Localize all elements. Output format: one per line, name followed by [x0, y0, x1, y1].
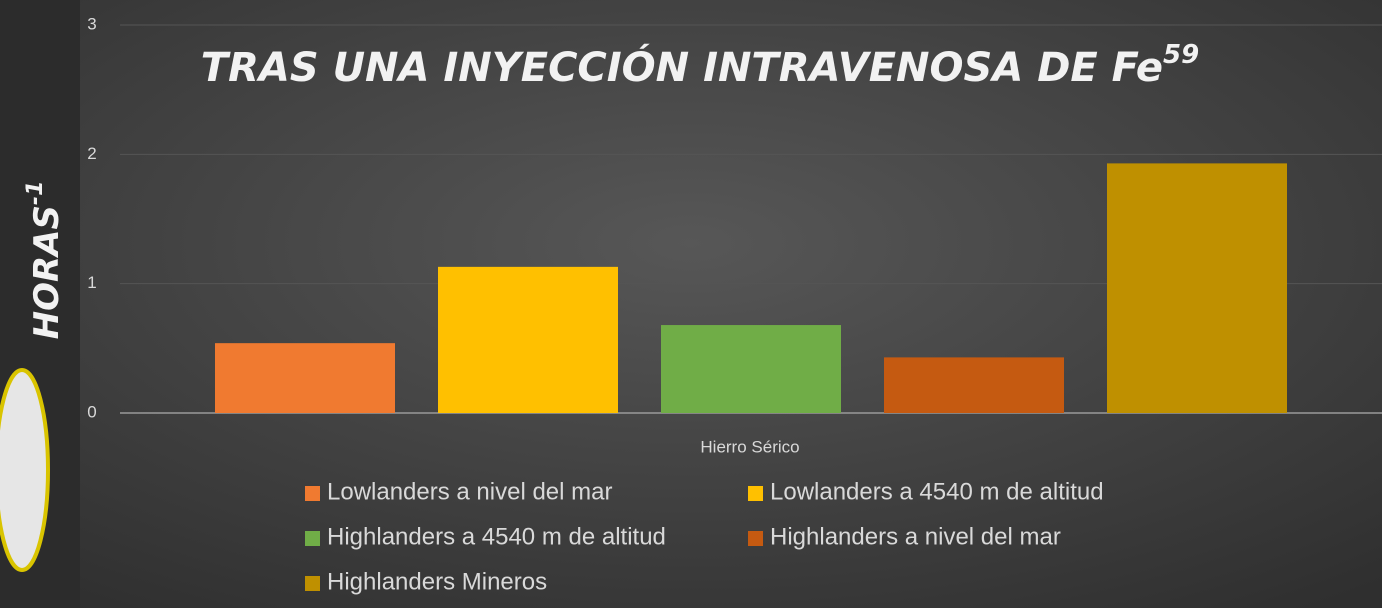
legend-label: Highlanders a 4540 m de altitud — [327, 523, 666, 550]
legend-swatch — [748, 486, 763, 501]
y-tick-label: 1 — [87, 273, 96, 292]
x-axis-title: Hierro Sérico — [700, 437, 799, 456]
y-tick-label: 0 — [87, 402, 96, 421]
bar — [884, 357, 1064, 413]
legend-label: Highlanders a nivel del mar — [770, 523, 1061, 550]
legend-swatch — [748, 531, 763, 546]
legend-swatch — [305, 576, 320, 591]
chart-title: TRAS UNA INYECCIÓN INTRAVENOSA DE Fe59 — [201, 40, 1199, 92]
bar — [1107, 163, 1287, 413]
y-tick-label: 2 — [87, 144, 96, 163]
chart: TRAS UNA INYECCIÓN INTRAVENOSA DE Fe59 H… — [0, 0, 1382, 608]
y-tick-label: 3 — [87, 14, 96, 33]
legend-swatch — [305, 531, 320, 546]
bar — [438, 267, 618, 413]
title-superscript: 59 — [1163, 40, 1199, 70]
y-label-text: HORAS — [27, 205, 67, 339]
legend-label: Lowlanders a nivel del mar — [327, 478, 612, 505]
legend-label: Lowlanders a 4540 m de altitud — [770, 478, 1104, 505]
bar — [661, 325, 841, 413]
title-text: TRAS UNA INYECCIÓN INTRAVENOSA DE Fe — [201, 43, 1163, 91]
decoration — [0, 370, 48, 570]
legend-label: Highlanders Mineros — [327, 568, 547, 595]
bar — [215, 343, 395, 413]
y-label-superscript: -1 — [23, 181, 48, 205]
legend-swatch — [305, 486, 320, 501]
